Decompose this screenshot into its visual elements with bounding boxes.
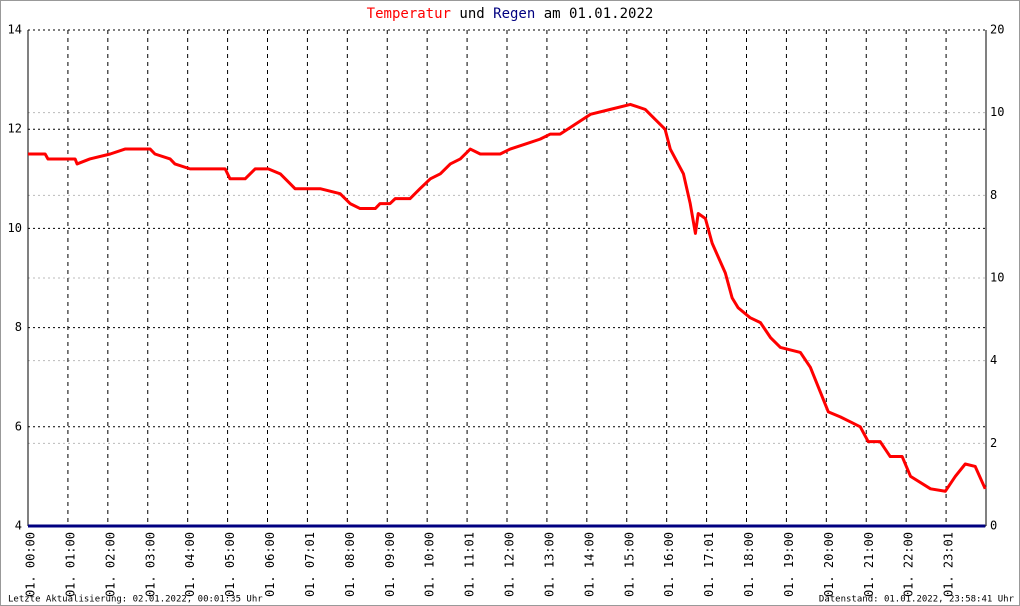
x-tick-label: 01. 14:00	[582, 532, 596, 597]
y-tick-label: 10	[8, 221, 22, 235]
y2-tick-label: 0	[990, 519, 997, 533]
x-tick-label: 01. 01:00	[63, 532, 77, 597]
x-tick-label: 01. 04:00	[183, 532, 197, 597]
y-tick-label: 6	[15, 419, 22, 433]
y2-tick-label: 2	[990, 436, 997, 450]
y-tick-label: 4	[15, 519, 22, 533]
y2-tick-label: 4	[990, 353, 997, 367]
y2-tick-label: 10	[990, 105, 1004, 119]
x-tick-label: 01. 06:00	[263, 532, 277, 597]
x-tick-label: 01. 12:00	[503, 532, 517, 597]
title-part: und	[459, 6, 484, 22]
x-tick-label: 01. 23:01	[942, 532, 956, 597]
x-tick-label: 01. 22:00	[902, 532, 916, 597]
x-tick-label: 01. 08:00	[343, 532, 357, 597]
y2-tick-label: 20	[990, 23, 1004, 37]
x-tick-label: 01. 17:01	[702, 532, 716, 597]
title-part: am 01.01.2022	[544, 6, 654, 22]
x-tick-label: 01. 00:00	[24, 532, 38, 597]
y2-tick-label: 8	[990, 188, 997, 202]
x-tick-label: 01. 16:00	[662, 532, 676, 597]
x-tick-label: 01. 07:01	[303, 532, 317, 597]
y-tick-label: 12	[8, 122, 22, 136]
chart-title: Temperatur und Regen am 01.01.2022	[367, 6, 654, 22]
x-tick-label: 01. 20:00	[822, 532, 836, 597]
x-tick-label: 01. 11:01	[463, 532, 477, 597]
y2-tick-label: 10	[990, 271, 1004, 285]
x-tick-label: 01. 02:00	[103, 532, 117, 597]
footer-left: Letzte Aktualisierung: 02.01.2022, 00:01…	[8, 595, 263, 605]
x-tick-label: 01. 09:00	[383, 532, 397, 597]
y-tick-label: 8	[15, 320, 22, 334]
x-tick-label: 01. 03:00	[143, 532, 157, 597]
x-tick-label: 01. 15:00	[622, 532, 636, 597]
x-tick-label: 01. 19:00	[782, 532, 796, 597]
x-tick-label: 01. 10:00	[423, 532, 437, 597]
x-tick-label: 01. 05:00	[223, 532, 237, 597]
x-tick-label: 01. 13:00	[542, 532, 556, 597]
y-tick-label: 14	[8, 23, 22, 37]
title-part: Temperatur	[367, 6, 451, 22]
series-line	[28, 102, 987, 493]
x-tick-label: 01. 21:00	[862, 532, 876, 597]
footer-right: Datenstand: 01.01.2022, 23:58:41 Uhr	[819, 595, 1015, 605]
x-tick-label: 01. 18:00	[742, 532, 756, 597]
title-part: Regen	[493, 6, 535, 22]
